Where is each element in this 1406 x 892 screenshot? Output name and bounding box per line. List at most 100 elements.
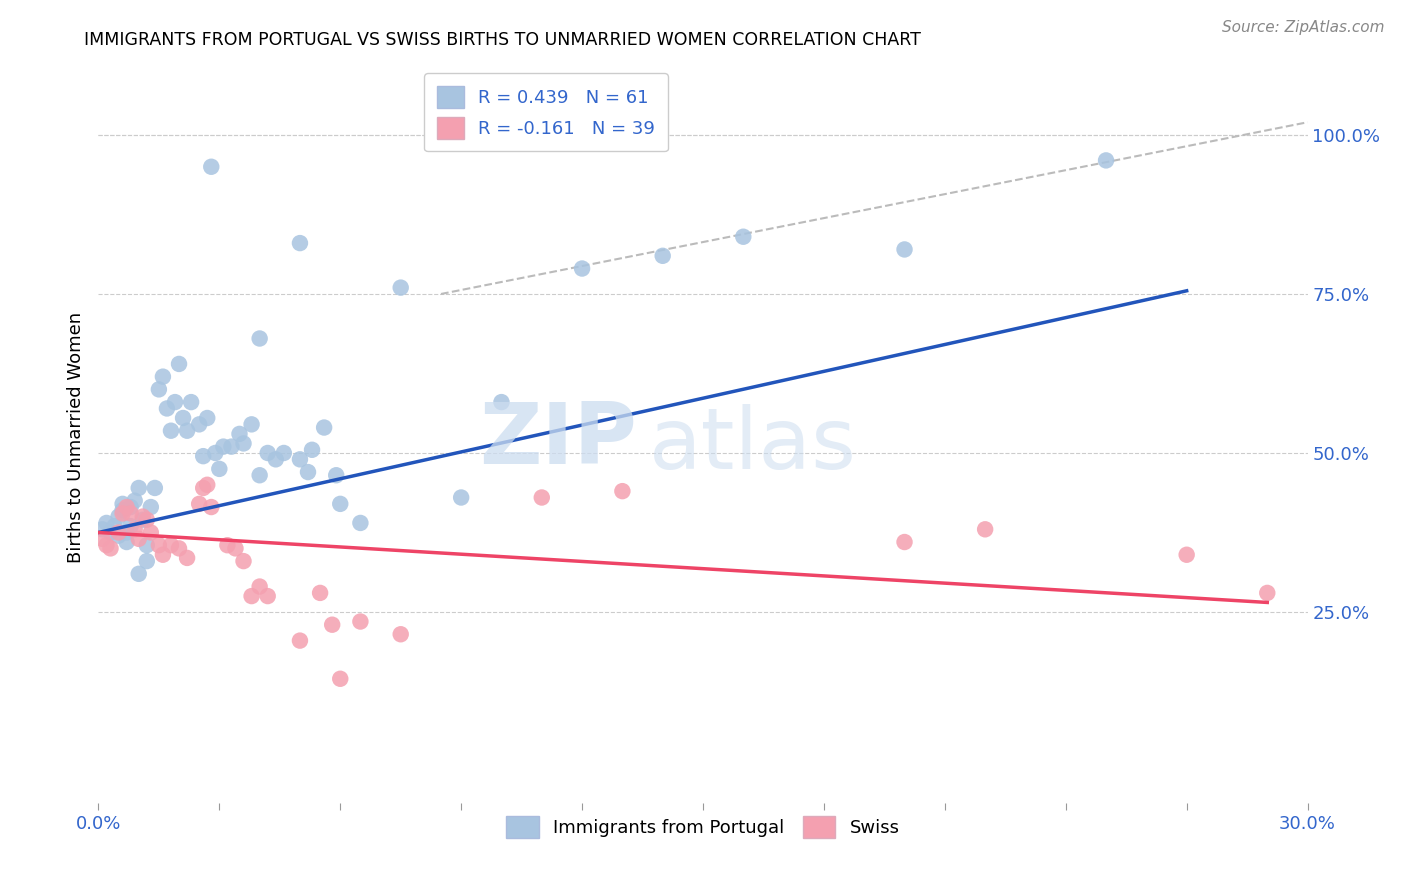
Point	[256, 589, 278, 603]
Point	[221, 440, 243, 454]
Point	[111, 503, 134, 517]
Point	[200, 160, 222, 174]
Legend: Immigrants from Portugal, Swiss: Immigrants from Portugal, Swiss	[495, 805, 911, 848]
Point	[204, 446, 226, 460]
Point	[135, 538, 157, 552]
Point	[96, 516, 118, 530]
Point	[240, 417, 263, 432]
Point	[124, 493, 146, 508]
Point	[135, 554, 157, 568]
Point	[389, 280, 412, 294]
Point	[111, 507, 134, 521]
Point	[160, 538, 183, 552]
Point	[530, 491, 553, 505]
Point	[1095, 153, 1118, 168]
Point	[91, 522, 114, 536]
Point	[232, 436, 254, 450]
Point	[195, 411, 218, 425]
Point	[120, 500, 142, 514]
Point	[1175, 548, 1198, 562]
Y-axis label: Births to Unmarried Women: Births to Unmarried Women	[66, 311, 84, 563]
Point	[491, 395, 513, 409]
Point	[128, 481, 150, 495]
Point	[152, 369, 174, 384]
Point	[188, 497, 211, 511]
Point	[309, 586, 332, 600]
Point	[273, 446, 295, 460]
Point	[176, 424, 198, 438]
Point	[232, 554, 254, 568]
Point	[389, 627, 412, 641]
Point	[107, 509, 129, 524]
Point	[120, 519, 142, 533]
Point	[115, 535, 138, 549]
Point	[208, 462, 231, 476]
Point	[571, 261, 593, 276]
Point	[128, 566, 150, 581]
Point	[974, 522, 997, 536]
Point	[288, 452, 311, 467]
Point	[893, 535, 915, 549]
Point	[152, 548, 174, 562]
Point	[228, 426, 250, 441]
Point	[212, 440, 235, 454]
Point	[288, 236, 311, 251]
Point	[128, 532, 150, 546]
Point	[107, 525, 129, 540]
Point	[193, 449, 215, 463]
Point	[321, 617, 343, 632]
Point	[163, 395, 186, 409]
Point	[132, 513, 155, 527]
Text: ZIP: ZIP	[479, 400, 637, 483]
Text: IMMIGRANTS FROM PORTUGAL VS SWISS BIRTHS TO UNMARRIED WOMEN CORRELATION CHART: IMMIGRANTS FROM PORTUGAL VS SWISS BIRTHS…	[84, 31, 921, 49]
Point	[264, 452, 287, 467]
Point	[156, 401, 179, 416]
Point	[288, 633, 311, 648]
Point	[115, 525, 138, 540]
Point	[167, 357, 190, 371]
Point	[139, 525, 162, 540]
Point	[249, 331, 271, 345]
Point	[167, 541, 190, 556]
Point	[96, 538, 118, 552]
Point	[180, 395, 202, 409]
Point	[148, 538, 170, 552]
Point	[107, 529, 129, 543]
Point	[135, 513, 157, 527]
Text: Source: ZipAtlas.com: Source: ZipAtlas.com	[1222, 20, 1385, 35]
Point	[612, 484, 634, 499]
Point	[256, 446, 278, 460]
Point	[111, 497, 134, 511]
Point	[893, 243, 915, 257]
Point	[329, 497, 352, 511]
Point	[450, 491, 472, 505]
Point	[91, 532, 114, 546]
Point	[200, 500, 222, 514]
Point	[1256, 586, 1278, 600]
Point	[349, 516, 371, 530]
Point	[349, 615, 371, 629]
Point	[148, 383, 170, 397]
Point	[249, 468, 271, 483]
Point	[217, 538, 239, 552]
Point	[100, 525, 122, 540]
Point	[193, 481, 215, 495]
Text: atlas: atlas	[648, 404, 856, 487]
Point	[188, 417, 211, 432]
Point	[733, 229, 755, 244]
Point	[249, 580, 271, 594]
Point	[132, 509, 155, 524]
Point	[100, 541, 122, 556]
Point	[240, 589, 263, 603]
Point	[115, 500, 138, 514]
Point	[301, 442, 323, 457]
Point	[143, 481, 166, 495]
Point	[195, 477, 218, 491]
Point	[325, 468, 347, 483]
Point	[139, 500, 162, 514]
Point	[314, 420, 336, 434]
Point	[651, 249, 673, 263]
Point	[172, 411, 194, 425]
Point	[297, 465, 319, 479]
Point	[124, 522, 146, 536]
